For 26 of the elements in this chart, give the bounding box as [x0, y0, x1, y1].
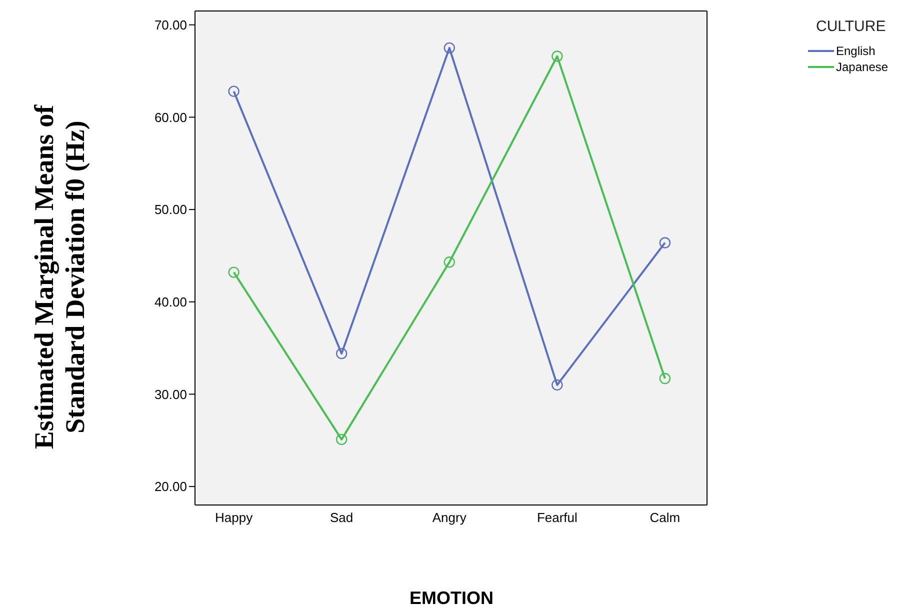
- y-tick-label: 40.00: [154, 294, 187, 310]
- y-tick-label: 60.00: [154, 110, 187, 125]
- point: [552, 50, 563, 62]
- x-tick-label: Fearful: [536, 510, 578, 526]
- point: [336, 434, 348, 446]
- x-tick-label: Happy: [215, 510, 254, 526]
- point: [552, 379, 563, 391]
- point: [228, 266, 240, 278]
- legend-label: Japanese: [836, 60, 888, 74]
- point: [228, 86, 240, 97]
- x-tick-label: Sad: [330, 510, 354, 526]
- y-tick-label: 50.00: [154, 202, 187, 218]
- y-tick-label: 30.00: [154, 386, 187, 402]
- point: [336, 348, 348, 360]
- point: [659, 237, 671, 248]
- legend-title: CULTURE: [816, 18, 887, 35]
- point: [659, 372, 671, 384]
- y-tick-label: 20.00: [154, 479, 187, 494]
- x-tick-label: Angry: [432, 510, 467, 526]
- point: [444, 42, 455, 54]
- x-tick-label: Calm: [650, 510, 680, 526]
- y-axis-title: Estimated Marginal Means of Standard Deviation f0 (Hz): [28, 105, 91, 450]
- x-axis-title: EMOTION: [408, 588, 494, 609]
- point: [444, 256, 455, 268]
- legend-label: English: [836, 44, 876, 58]
- y-tick-label: 70.00: [154, 17, 187, 32]
